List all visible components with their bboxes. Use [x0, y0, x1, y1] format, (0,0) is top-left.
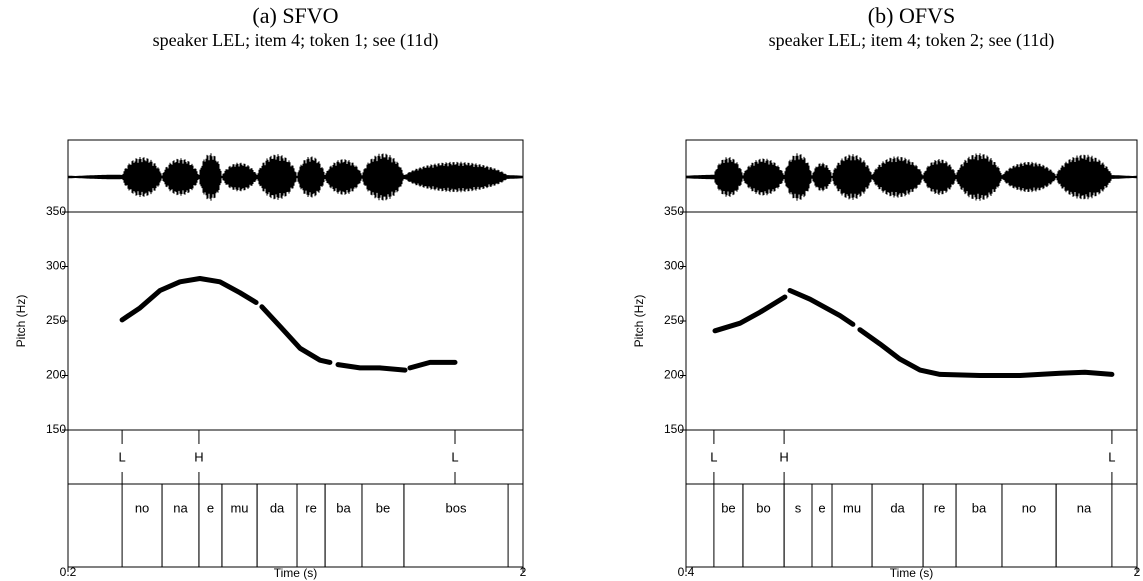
syllable-interval: [296, 483, 326, 568]
syllable-label: mu: [843, 500, 861, 515]
pitch-contour: [119, 276, 458, 373]
y-axis-label: Pitch (Hz): [14, 295, 28, 348]
y-tick-label: 150: [664, 422, 684, 436]
syllable-label: be: [721, 500, 735, 515]
syllable-interval: [121, 483, 163, 568]
y-tick-label: 350: [664, 204, 684, 218]
syllable-interval: [955, 483, 1003, 568]
syllable-interval: [713, 483, 744, 568]
syllable-label: re: [305, 500, 317, 515]
tone-label: L: [710, 449, 717, 464]
frame: [685, 139, 1138, 568]
syllable-interval: [403, 483, 509, 568]
syllable-label: e: [818, 500, 825, 515]
tone-label: L: [118, 449, 125, 464]
y-tick-label: 200: [46, 368, 66, 382]
syllable-interval: [324, 483, 363, 568]
x-tick-label: 2: [520, 565, 527, 579]
syllable-label: e: [207, 500, 214, 515]
syllable-label: bo: [756, 500, 770, 515]
y-axis-label: Pitch (Hz): [632, 295, 646, 348]
syllable-label: no: [135, 500, 149, 515]
y-tick-label: 200: [664, 368, 684, 382]
syllable-interval: [922, 483, 957, 568]
panel-subtitle: speaker LEL; item 4; token 1; see (11d): [153, 30, 439, 51]
tone-label: H: [194, 449, 203, 464]
x-tick-label: 0.4: [678, 565, 695, 579]
y-tick-label: 300: [664, 259, 684, 273]
syllable-interval: [1001, 483, 1057, 568]
syllable-label: re: [934, 500, 946, 515]
panel-subtitle: speaker LEL; item 4; token 2; see (11d): [769, 30, 1055, 51]
tone-label: L: [451, 449, 458, 464]
x-tick-label: 0.2: [60, 565, 77, 579]
x-tick-label: 2: [1134, 565, 1141, 579]
syllable-label: mu: [230, 500, 248, 515]
panel-title: (b) OFVS: [868, 3, 955, 28]
x-axis-label: Time (s): [890, 566, 934, 580]
syllable-label: no: [1022, 500, 1036, 515]
syllable-interval: [811, 483, 833, 568]
syllable-interval: [1055, 483, 1113, 568]
tone-label: H: [779, 449, 788, 464]
tone-label: L: [1108, 449, 1115, 464]
syllable-label: na: [173, 500, 188, 515]
syllable-interval: [871, 483, 924, 568]
syllable-label: da: [270, 500, 285, 515]
syllable-label: na: [1077, 500, 1092, 515]
y-tick-label: 350: [46, 204, 66, 218]
syllable-interval: [831, 483, 873, 568]
syllable-label: bos: [446, 500, 467, 515]
syllable-label: ba: [336, 500, 351, 515]
syllable-label: s: [795, 500, 802, 515]
syllable-interval: [361, 483, 405, 568]
syllable-interval: [221, 483, 258, 568]
x-axis-label: Time (s): [274, 566, 318, 580]
syllable-interval: [742, 483, 785, 568]
y-tick-label: 250: [46, 313, 66, 327]
syllable-interval: [256, 483, 298, 568]
syllable-interval: [161, 483, 200, 568]
y-tick-label: 150: [46, 422, 66, 436]
syllable-interval: [198, 483, 223, 568]
syllable-label: da: [890, 500, 905, 515]
panel-title: (a) SFVO: [252, 3, 338, 28]
y-tick-label: 300: [46, 259, 66, 273]
syllable-label: be: [376, 500, 390, 515]
syllable-label: ba: [972, 500, 987, 515]
pitch-contour: [712, 288, 1115, 378]
syllable-interval: [783, 483, 813, 568]
y-tick-label: 250: [664, 313, 684, 327]
